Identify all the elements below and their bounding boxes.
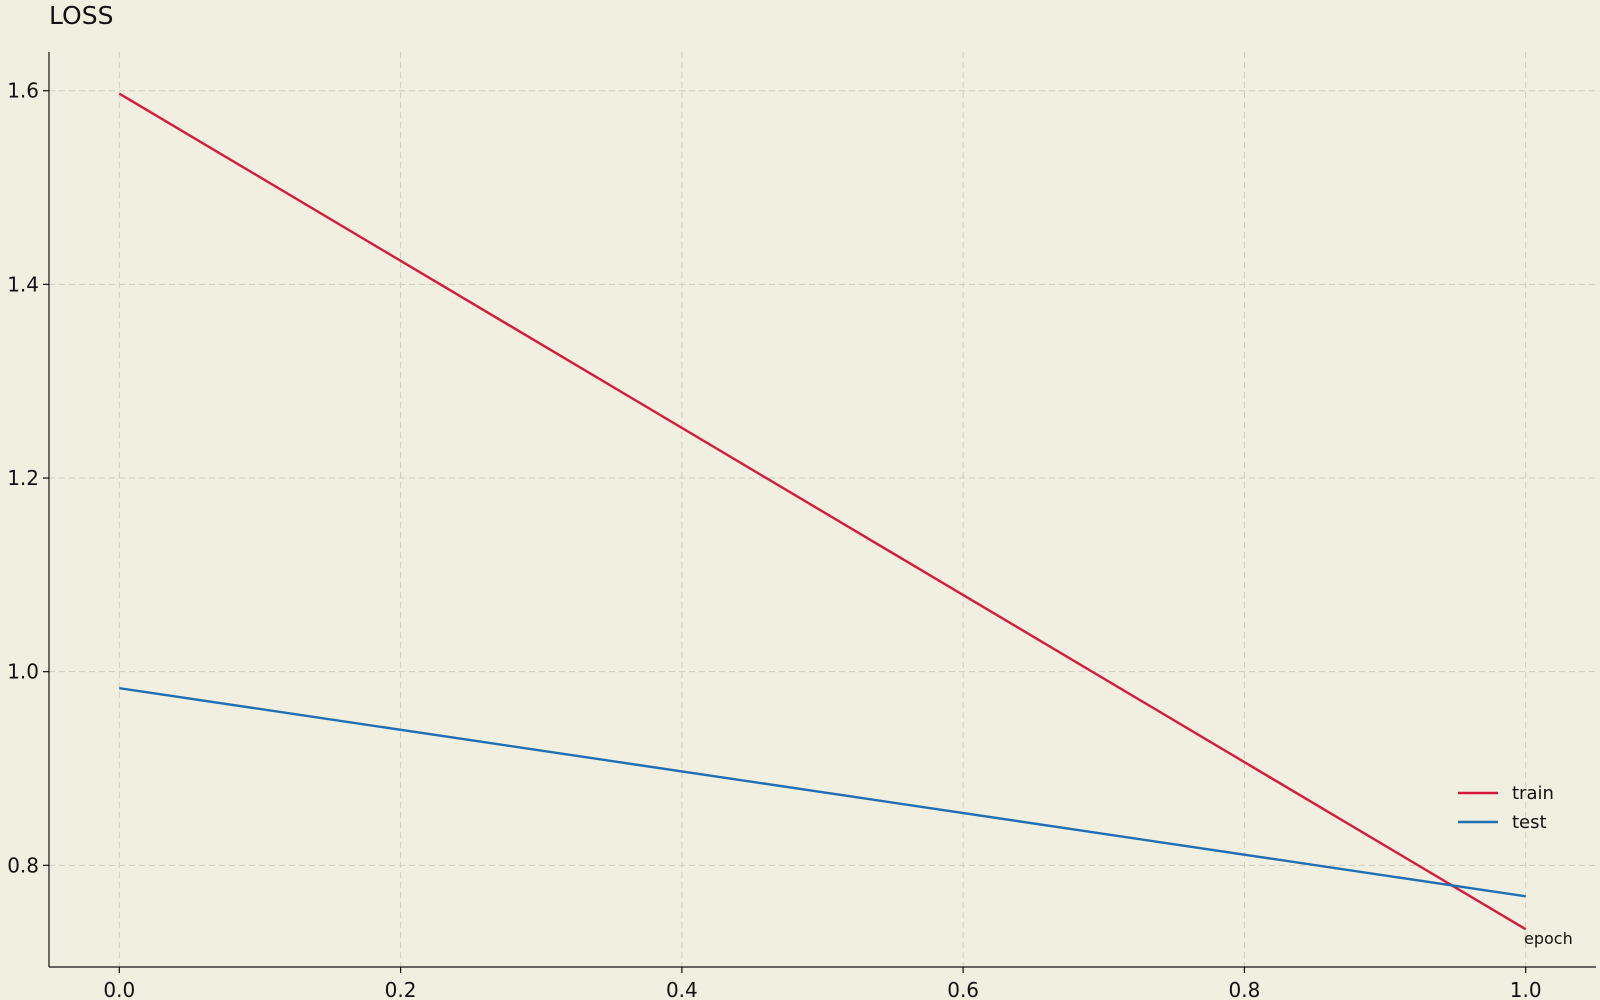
series-lines	[118, 92, 1527, 931]
x-tick-label: 0.8	[1229, 978, 1261, 1000]
y-tick-label: 1.2	[7, 466, 39, 490]
x-tick-label: 0.4	[666, 978, 698, 1000]
y-tick-label: 1.4	[7, 272, 39, 296]
x-axis-label: epoch	[1524, 929, 1573, 948]
x-tick-label: 0.2	[385, 978, 417, 1000]
legend-label-test: test	[1512, 812, 1547, 833]
axes	[48, 52, 1596, 968]
y-tick-label: 1.0	[7, 660, 39, 684]
legend-label-train: train	[1512, 783, 1554, 804]
ticks: 0.0 0.2 0.4 0.6 0.8 1.0 0.8 1.0 1.2 1.4 1.6	[7, 79, 1541, 1000]
y-tick-label: 0.8	[7, 853, 39, 877]
y-tick-label: 1.6	[7, 79, 39, 103]
series-line-train	[118, 92, 1527, 931]
x-tick-label: 0.0	[103, 978, 135, 1000]
x-tick-label: 0.6	[947, 978, 979, 1000]
series-line-test	[119, 686, 1526, 898]
legend: train test	[1458, 783, 1554, 833]
chart-title: LOSS	[49, 1, 113, 30]
x-tick-label: 1.0	[1510, 978, 1542, 1000]
grid	[49, 52, 1596, 967]
